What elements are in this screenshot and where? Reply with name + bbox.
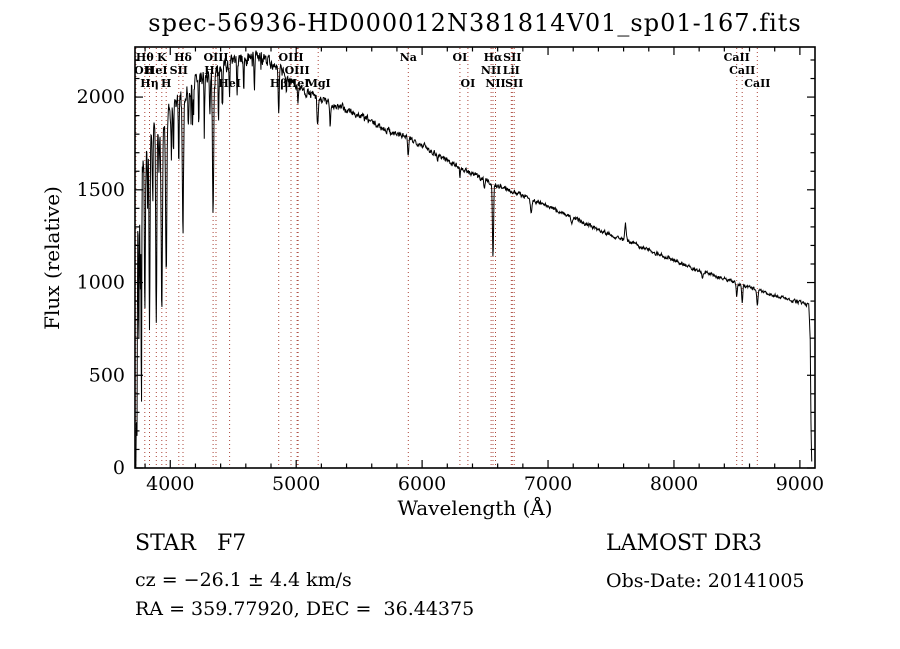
line-label-CaII: CaII bbox=[744, 77, 770, 90]
x-axis-label: Wavelength (Å) bbox=[397, 496, 553, 520]
line-label-Hβ: Hβ bbox=[270, 77, 288, 90]
axis-ticks bbox=[135, 47, 815, 469]
x-tick-label: 8000 bbox=[650, 473, 698, 495]
y-tick-label: 1500 bbox=[77, 179, 125, 201]
line-label-OI: OI bbox=[453, 51, 468, 64]
line-label-HeI: HeI bbox=[218, 77, 241, 90]
y-tick-label: 2000 bbox=[77, 86, 125, 108]
plot-title: spec-56936-HD000012N381814V01_sp01-167.f… bbox=[148, 9, 802, 37]
line-label-Hη: Hη bbox=[140, 77, 158, 90]
survey-label: LAMOST DR3 bbox=[606, 531, 762, 556]
x-tick-label: 6000 bbox=[398, 473, 446, 495]
line-label-OI: OI bbox=[461, 77, 476, 90]
line-label-Hγ: Hγ bbox=[204, 64, 222, 77]
axis-tick-labels: 4000 5000 6000 7000 8000 9000 0 500 1000 1500 2000 bbox=[77, 86, 824, 495]
cz-value: cz = −26.1 ± 4.4 km/s bbox=[135, 569, 352, 591]
plot-frame bbox=[134, 46, 816, 469]
line-label-OIII: OIII bbox=[285, 64, 310, 77]
y-axis-label: Flux (relative) bbox=[40, 186, 64, 330]
line-label-Hθ: Hθ bbox=[136, 51, 154, 64]
line-label-SII: SII bbox=[503, 51, 521, 64]
y-tick-label: 0 bbox=[113, 457, 125, 479]
line-label-OII: OII bbox=[134, 64, 154, 77]
line-label-SII: SII bbox=[505, 77, 523, 90]
line-label-CaII: CaII bbox=[729, 64, 755, 77]
object-class-label: STAR F7 bbox=[135, 531, 247, 556]
line-label-CaII: CaII bbox=[724, 51, 750, 64]
line-label-HeI: HeI bbox=[145, 64, 168, 77]
x-tick-label: 9000 bbox=[776, 473, 824, 495]
spectrum-trace bbox=[135, 50, 813, 468]
line-label-Na: Na bbox=[400, 51, 417, 64]
ra-dec-value: RA = 359.77920, DEC = 36.44375 bbox=[135, 598, 475, 620]
line-label-LiI: LiI bbox=[503, 64, 520, 77]
line-label-NII: NII bbox=[485, 77, 505, 90]
line-label-SII: SII bbox=[170, 64, 188, 77]
x-tick-label: 7000 bbox=[524, 473, 572, 495]
line-label-OIII: OIII bbox=[278, 51, 303, 64]
line-label-HeI: HeI bbox=[287, 77, 310, 90]
line-label-Hα: Hα bbox=[484, 51, 503, 64]
line-label-H: H bbox=[161, 77, 171, 90]
y-tick-label: 1000 bbox=[77, 272, 125, 294]
line-label-K: K bbox=[157, 51, 167, 64]
y-tick-label: 500 bbox=[89, 364, 125, 386]
x-tick-label: 4000 bbox=[146, 473, 194, 495]
obs-date-label: Obs-Date: 20141005 bbox=[606, 570, 805, 592]
line-label-NII: NII bbox=[481, 64, 501, 77]
line-label-MgI: MgI bbox=[306, 77, 331, 90]
x-tick-label: 5000 bbox=[272, 473, 320, 495]
line-label-Hδ: Hδ bbox=[174, 51, 192, 64]
line-label-OIII: OIII bbox=[203, 51, 228, 64]
